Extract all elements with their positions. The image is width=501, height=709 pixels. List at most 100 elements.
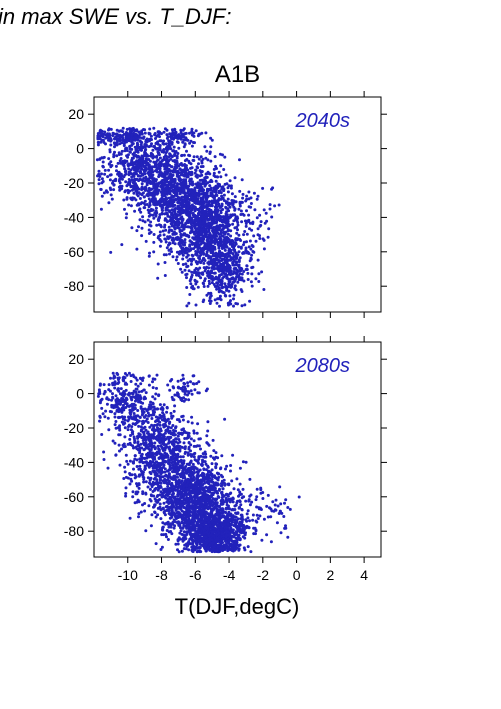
data-point: [194, 282, 198, 286]
data-point: [144, 239, 148, 243]
data-point: [165, 155, 168, 158]
data-point: [132, 461, 135, 465]
data-point: [242, 233, 246, 237]
data-point: [189, 282, 193, 286]
data-point: [154, 147, 158, 151]
data-point: [204, 176, 208, 180]
data-point: [123, 465, 127, 469]
data-point: [205, 149, 209, 153]
data-point: [206, 429, 210, 433]
data-point: [250, 284, 254, 288]
data-point: [111, 396, 115, 400]
data-point: [192, 455, 196, 459]
data-point: [130, 143, 134, 147]
data-point: [180, 246, 184, 250]
data-point: [139, 425, 143, 429]
data-point: [136, 144, 139, 148]
data-point: [130, 159, 134, 163]
data-point: [172, 169, 176, 173]
data-point: [114, 164, 118, 168]
data-point: [234, 242, 238, 246]
data-point: [210, 468, 214, 472]
data-point: [135, 150, 139, 153]
data-point: [195, 175, 199, 179]
data-point: [111, 392, 114, 396]
data-point: [214, 455, 218, 459]
data-point: [165, 179, 169, 183]
data-point: [135, 141, 139, 145]
data-point: [145, 456, 149, 460]
data-point: [180, 270, 184, 274]
data-point: [217, 213, 221, 217]
data-point: [141, 401, 145, 405]
data-point: [117, 415, 120, 419]
data-point: [246, 278, 250, 281]
data-point: [179, 183, 183, 186]
data-point: [225, 265, 229, 269]
data-point: [165, 212, 169, 216]
data-point: [194, 168, 198, 172]
data-point: [192, 439, 196, 443]
data-point: [218, 224, 222, 228]
data-point: [127, 139, 131, 143]
data-point: [236, 263, 240, 267]
data-point: [138, 416, 142, 419]
data-point: [226, 197, 230, 201]
data-point: [148, 413, 151, 417]
data-point: [146, 431, 149, 435]
data-point: [158, 233, 162, 237]
data-point: [214, 240, 218, 244]
data-point: [209, 145, 213, 149]
data-point: [206, 442, 210, 446]
data-point: [103, 172, 107, 176]
data-point: [178, 208, 182, 212]
data-point: [200, 215, 204, 219]
data-point: [218, 296, 222, 300]
data-point: [244, 268, 248, 271]
data-point: [152, 466, 156, 470]
data-point: [228, 205, 232, 209]
data-point: [169, 147, 173, 151]
data-point: [185, 175, 189, 179]
data-point: [122, 442, 126, 446]
y-tick-label: -40: [64, 209, 84, 225]
data-point: [117, 376, 121, 380]
data-point: [174, 207, 177, 210]
data-point: [212, 277, 216, 281]
data-point: [164, 240, 168, 244]
data-point: [107, 388, 111, 392]
data-point: [154, 460, 158, 464]
data-point: [123, 167, 127, 171]
data-point: [141, 157, 145, 161]
data-point: [144, 148, 148, 151]
data-point: [131, 408, 135, 412]
data-point: [132, 446, 135, 450]
data-point: [227, 209, 231, 213]
data-point: [212, 174, 216, 177]
data-point: [165, 157, 169, 161]
data-point: [177, 252, 181, 256]
data-point: [139, 377, 143, 381]
data-point: [138, 207, 142, 211]
data-point: [165, 246, 169, 250]
data-point: [136, 420, 140, 424]
data-point: [107, 168, 111, 172]
data-point: [155, 435, 159, 438]
data-point: [174, 236, 178, 240]
data-point: [100, 177, 104, 181]
data-point: [98, 382, 102, 386]
data-point: [158, 156, 162, 160]
data-point: [153, 211, 157, 215]
data-point: [249, 256, 253, 260]
data-point: [208, 232, 212, 235]
data-point: [225, 182, 229, 186]
data-point: [139, 397, 142, 401]
data-point: [186, 451, 190, 455]
data-point: [211, 252, 215, 256]
data-point: [226, 186, 230, 190]
data-point: [167, 422, 171, 425]
data-point: [148, 175, 152, 179]
data-point: [131, 495, 135, 499]
data-point: [124, 453, 128, 457]
data-point: [222, 291, 226, 295]
